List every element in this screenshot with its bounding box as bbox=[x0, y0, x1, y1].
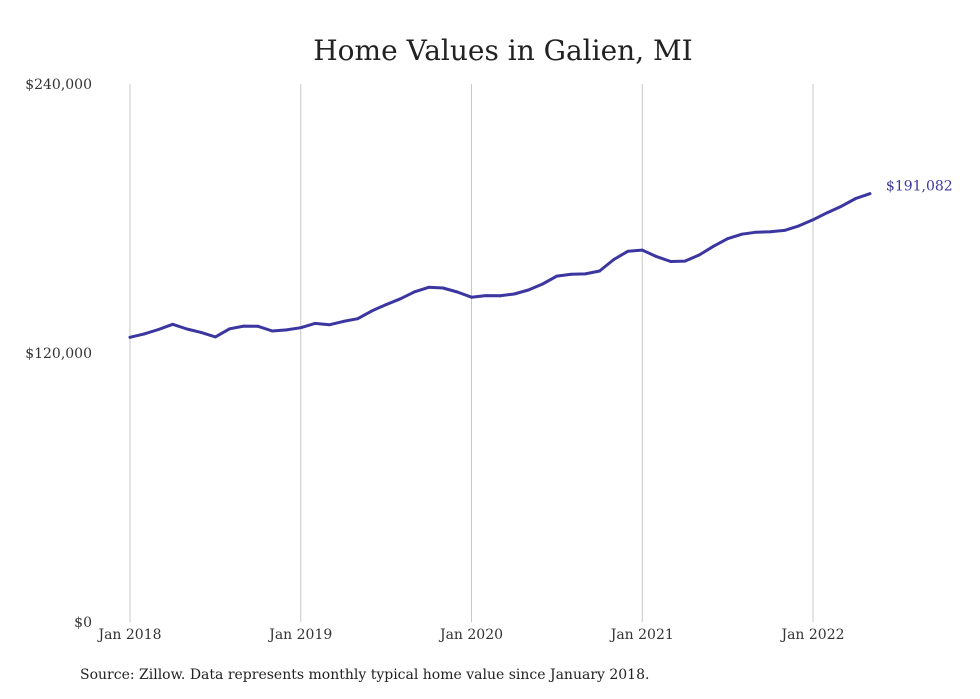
data-point bbox=[669, 260, 673, 263]
y-axis-ticks: $0 $120,000 $240,000 bbox=[25, 77, 92, 631]
data-point bbox=[768, 230, 772, 234]
data-point bbox=[683, 259, 687, 263]
data-point bbox=[256, 324, 260, 328]
data-point bbox=[484, 294, 488, 298]
data-point bbox=[171, 322, 175, 326]
data-point bbox=[726, 237, 730, 241]
data-point bbox=[270, 329, 274, 333]
data-point bbox=[825, 211, 829, 215]
data-point bbox=[555, 274, 559, 278]
data-point bbox=[327, 323, 331, 327]
data-point bbox=[185, 327, 189, 331]
data-point bbox=[598, 269, 601, 273]
data-point bbox=[655, 255, 658, 259]
data-point bbox=[498, 294, 502, 298]
data-point bbox=[754, 230, 758, 234]
data-point bbox=[342, 319, 345, 323]
data-point bbox=[527, 288, 530, 292]
data-point bbox=[199, 330, 203, 334]
data-point bbox=[142, 332, 146, 336]
data-point bbox=[640, 248, 644, 252]
end-value-label: $191,082 bbox=[886, 179, 953, 195]
y-tick-label: $120,000 bbox=[25, 346, 92, 362]
data-point bbox=[398, 297, 402, 301]
chart-title: Home Values in Galien, MI bbox=[313, 34, 692, 67]
data-point bbox=[128, 335, 132, 339]
data-point bbox=[413, 290, 416, 294]
data-point bbox=[427, 285, 431, 289]
data-point bbox=[612, 258, 616, 261]
x-tick-label: Jan 2019 bbox=[267, 627, 332, 643]
grid bbox=[129, 84, 814, 622]
data-point bbox=[797, 224, 801, 228]
data-point bbox=[868, 192, 872, 196]
y-tick-label: $0 bbox=[74, 615, 92, 631]
data-point bbox=[541, 282, 545, 286]
data-point bbox=[783, 228, 786, 232]
source-note: Source: Zillow. Data represents monthly … bbox=[80, 667, 650, 683]
data-point bbox=[470, 295, 473, 299]
x-tick-label: Jan 2021 bbox=[609, 627, 674, 643]
data-point bbox=[740, 232, 744, 236]
data-point bbox=[356, 317, 360, 321]
data-point bbox=[626, 249, 630, 253]
data-point bbox=[228, 327, 232, 331]
data-point bbox=[299, 326, 303, 330]
data-point bbox=[697, 253, 701, 257]
data-labels: $191,082 bbox=[886, 179, 953, 195]
x-tick-label: Jan 2018 bbox=[96, 627, 161, 643]
data-point bbox=[854, 197, 858, 200]
series-line bbox=[128, 192, 872, 339]
data-point bbox=[840, 204, 843, 208]
data-point bbox=[370, 309, 374, 313]
data-point bbox=[213, 335, 217, 339]
data-point bbox=[441, 286, 445, 290]
data-point bbox=[711, 244, 715, 248]
data-point bbox=[285, 328, 288, 332]
y-tick-label: $240,000 bbox=[25, 77, 92, 93]
data-point bbox=[583, 272, 587, 276]
data-point bbox=[313, 322, 317, 325]
x-axis-ticks: Jan 2018 Jan 2019 Jan 2020 Jan 2021 Jan 2022 bbox=[96, 627, 844, 643]
x-tick-label: Jan 2020 bbox=[438, 627, 503, 643]
data-point bbox=[512, 292, 516, 296]
data-point bbox=[455, 290, 459, 294]
data-point bbox=[157, 328, 160, 331]
data-point bbox=[242, 324, 246, 328]
data-point bbox=[811, 218, 815, 222]
data-point bbox=[569, 272, 573, 276]
data-point bbox=[384, 303, 388, 306]
x-tick-label: Jan 2022 bbox=[779, 627, 844, 643]
series-layer bbox=[128, 192, 872, 339]
